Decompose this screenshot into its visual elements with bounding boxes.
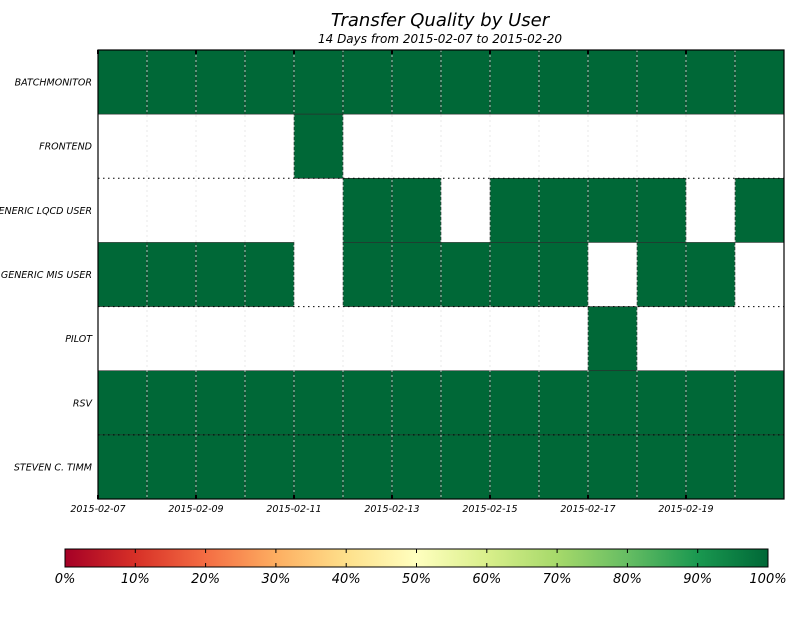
chart-title: Transfer Quality by User <box>330 10 550 31</box>
heatmap-cell <box>97 370 148 436</box>
heatmap-cell <box>685 49 736 115</box>
x-tick-label: 2015-02-11 <box>266 504 321 515</box>
heatmap-cell <box>489 177 540 243</box>
colorbar-tick-label: 70% <box>543 572 572 587</box>
x-tick-label: 2015-02-09 <box>168 504 223 515</box>
heatmap-cell <box>244 242 295 307</box>
x-tick-label: 2015-02-13 <box>364 504 419 515</box>
y-tick-label: PILOT <box>65 334 93 345</box>
heatmap-cell <box>489 49 540 115</box>
colorbar-tick-label: 10% <box>121 572 150 587</box>
heatmap-cell <box>244 49 295 115</box>
heatmap-cell <box>538 370 589 436</box>
heatmap-cell <box>391 49 442 115</box>
x-tick-label: 2015-02-19 <box>658 504 713 515</box>
heatmap-cell <box>146 434 197 500</box>
heatmap-cell <box>685 242 736 307</box>
heatmap-cell <box>146 242 197 307</box>
heatmap-cell <box>489 434 540 500</box>
heatmap-cell <box>146 370 197 436</box>
y-tick-label: GENERIC MIS USER <box>1 270 92 281</box>
colorbar-tick-label: 50% <box>402 572 431 587</box>
heatmap-cell <box>195 49 246 115</box>
heatmap-cell <box>391 242 442 307</box>
y-axis-labels: BATCHMONITOR FRONTEND GENERIC LQCD USER GEN… <box>0 78 93 474</box>
heatmap-cell <box>293 434 344 500</box>
colorbar-tick-label: 40% <box>332 572 361 587</box>
colorbar-tick-label: 100% <box>749 572 786 587</box>
heatmap-cell <box>636 49 687 115</box>
heatmap-cell <box>391 177 442 243</box>
heatmap-cell <box>195 370 246 436</box>
heatmap-cell <box>293 49 344 115</box>
x-axis-ticks: 2015-02-07 2015-02-09 2015-02-11 2015-02-13… <box>70 50 714 515</box>
y-tick-label: BATCHMONITOR <box>15 78 92 89</box>
x-tick-label: 2015-02-07 <box>70 504 125 515</box>
colorbar-tick-label: 80% <box>613 572 642 587</box>
heatmap-cell <box>440 49 491 115</box>
heatmap-cell <box>293 113 344 179</box>
heatmap-cell <box>97 49 148 115</box>
heatmap-cell <box>391 434 442 500</box>
heatmap-cell <box>587 434 638 500</box>
heatmap-cell <box>391 370 442 436</box>
heatmap-cell <box>440 242 491 307</box>
heatmap-cell <box>685 370 736 436</box>
heatmap-cell <box>587 370 638 436</box>
y-tick-label: FRONTEND <box>39 142 92 153</box>
heatmap-cell <box>489 242 540 307</box>
heatmap-cell <box>587 306 638 372</box>
x-tick-label: 2015-02-17 <box>560 504 615 515</box>
heatmap-cell <box>538 177 589 243</box>
plot-frame <box>97 49 785 500</box>
colorbar: 0% 10% 20% 30% 40% 50% 60% 70% 80% 90% 100% <box>55 548 787 587</box>
heatmap-cell <box>146 49 197 115</box>
heatmap-cell <box>685 434 736 500</box>
heatmap-cell <box>636 242 687 307</box>
heatmap-cell <box>244 370 295 436</box>
heatmap-cell <box>342 177 393 243</box>
heatmap-cell <box>342 370 393 436</box>
heatmap-cell <box>734 177 785 243</box>
heatmap-cell <box>195 434 246 500</box>
heatmap-cells <box>97 49 785 500</box>
heatmap-cell <box>587 177 638 243</box>
colorbar-tick-label: 60% <box>472 572 501 587</box>
heatmap-cell <box>342 242 393 307</box>
heatmap-cell <box>293 370 344 436</box>
heatmap-cell <box>195 242 246 307</box>
heatmap-cell <box>342 434 393 500</box>
heatmap-cell <box>734 49 785 115</box>
x-tick-label: 2015-02-15 <box>462 504 517 515</box>
heatmap-cell <box>538 49 589 115</box>
heatmap-cell <box>636 177 687 243</box>
colorbar-tick-label: 20% <box>191 572 220 587</box>
colorbar-tick-label: 30% <box>261 572 290 587</box>
colorbar-tick-label: 90% <box>683 572 712 587</box>
heatmap-cell <box>636 434 687 500</box>
heatmap-cell <box>97 434 148 500</box>
heatmap-cell <box>440 434 491 500</box>
heatmap-cell <box>97 242 148 307</box>
heatmap-cell <box>440 370 491 436</box>
heatmap-cell <box>538 434 589 500</box>
heatmap-cell <box>244 434 295 500</box>
heatmap-cell <box>538 242 589 307</box>
heatmap-cell <box>636 370 687 436</box>
heatmap-cell <box>489 370 540 436</box>
y-tick-label: GENERIC LQCD USER <box>0 206 92 217</box>
heatmap-cell <box>734 370 785 436</box>
y-tick-label: STEVEN C. TIMM <box>14 462 92 473</box>
heatmap-cell <box>342 49 393 115</box>
y-tick-label: RSV <box>73 398 94 409</box>
chart-subtitle: 14 Days from 2015-02-07 to 2015-02-20 <box>317 32 562 46</box>
colorbar-tick-label: 0% <box>55 572 76 587</box>
heatmap-cell <box>734 434 785 500</box>
heatmap-cell <box>587 49 638 115</box>
